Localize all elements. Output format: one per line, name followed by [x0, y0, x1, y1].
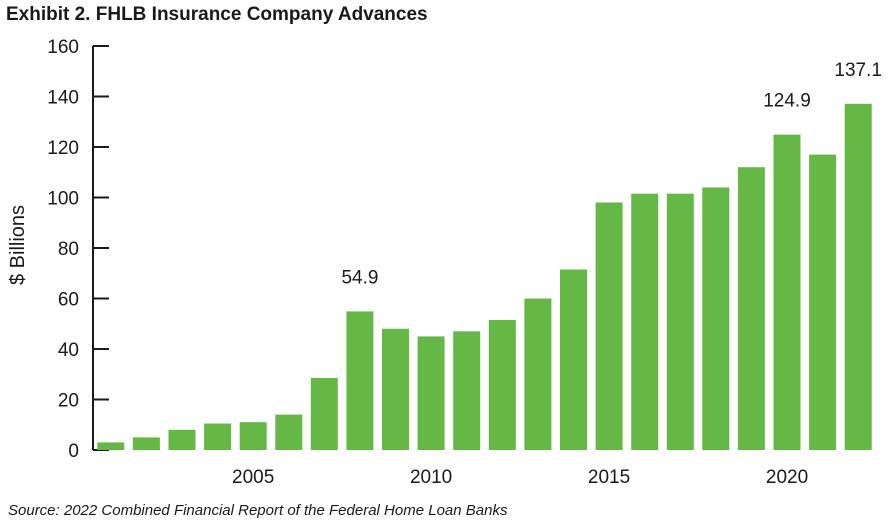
bar-2020 [773, 134, 801, 450]
bar-2007 [310, 378, 338, 450]
bar-2021 [809, 154, 837, 450]
data-label-2020: 124.9 [763, 91, 811, 112]
x-tick-label: 2005 [232, 467, 274, 488]
bar-2011 [453, 331, 481, 450]
y-tick-label: 100 [47, 189, 79, 210]
bar-2019 [737, 167, 765, 450]
bars [97, 103, 872, 451]
bar-2016 [631, 193, 659, 450]
bar-2009 [382, 328, 409, 450]
bar-2022 [844, 103, 872, 451]
y-tick-label: 60 [58, 290, 79, 311]
y-tick-label: 20 [58, 391, 79, 412]
y-axis-title: $ Billions [7, 205, 29, 285]
bar-2006 [275, 414, 303, 450]
data-label-2008: 54.9 [341, 267, 378, 288]
bar-2010 [417, 336, 445, 450]
bar-2002 [132, 437, 160, 450]
bar-2003 [168, 429, 196, 450]
y-tick-label: 40 [58, 340, 79, 361]
y-tick-label: 140 [47, 88, 79, 109]
x-tick-label: 2015 [588, 467, 630, 488]
bar-2001 [97, 442, 125, 450]
chart-source: Source: 2022 Combined Financial Report o… [8, 502, 508, 519]
bar-2013 [524, 298, 552, 450]
bar-2014 [560, 269, 587, 450]
y-tick-label: 0 [68, 441, 79, 462]
x-tick-label: 2010 [410, 467, 452, 488]
y-tick-label: 160 [47, 37, 79, 58]
x-tick-label: 2020 [766, 467, 808, 488]
x-axis: 2005 2010 2015 2020 [232, 467, 808, 488]
y-tick-label: 80 [58, 239, 79, 260]
bar-2004 [204, 423, 232, 450]
y-axis: 0 20 40 60 80 100 120 140 160 [47, 37, 109, 462]
bar-2017 [666, 193, 694, 450]
chart-title: Exhibit 2. FHLB Insurance Company Advanc… [6, 4, 428, 25]
bar-2012 [488, 320, 516, 450]
bar-2005 [239, 422, 267, 450]
data-label-2022: 137.1 [834, 60, 882, 81]
y-tick-label: 120 [47, 138, 79, 159]
data-labels: 54.9 124.9 137.1 [341, 60, 882, 289]
bar-2018 [702, 187, 730, 450]
bar-2008 [346, 311, 374, 450]
bar-2015 [595, 202, 623, 450]
